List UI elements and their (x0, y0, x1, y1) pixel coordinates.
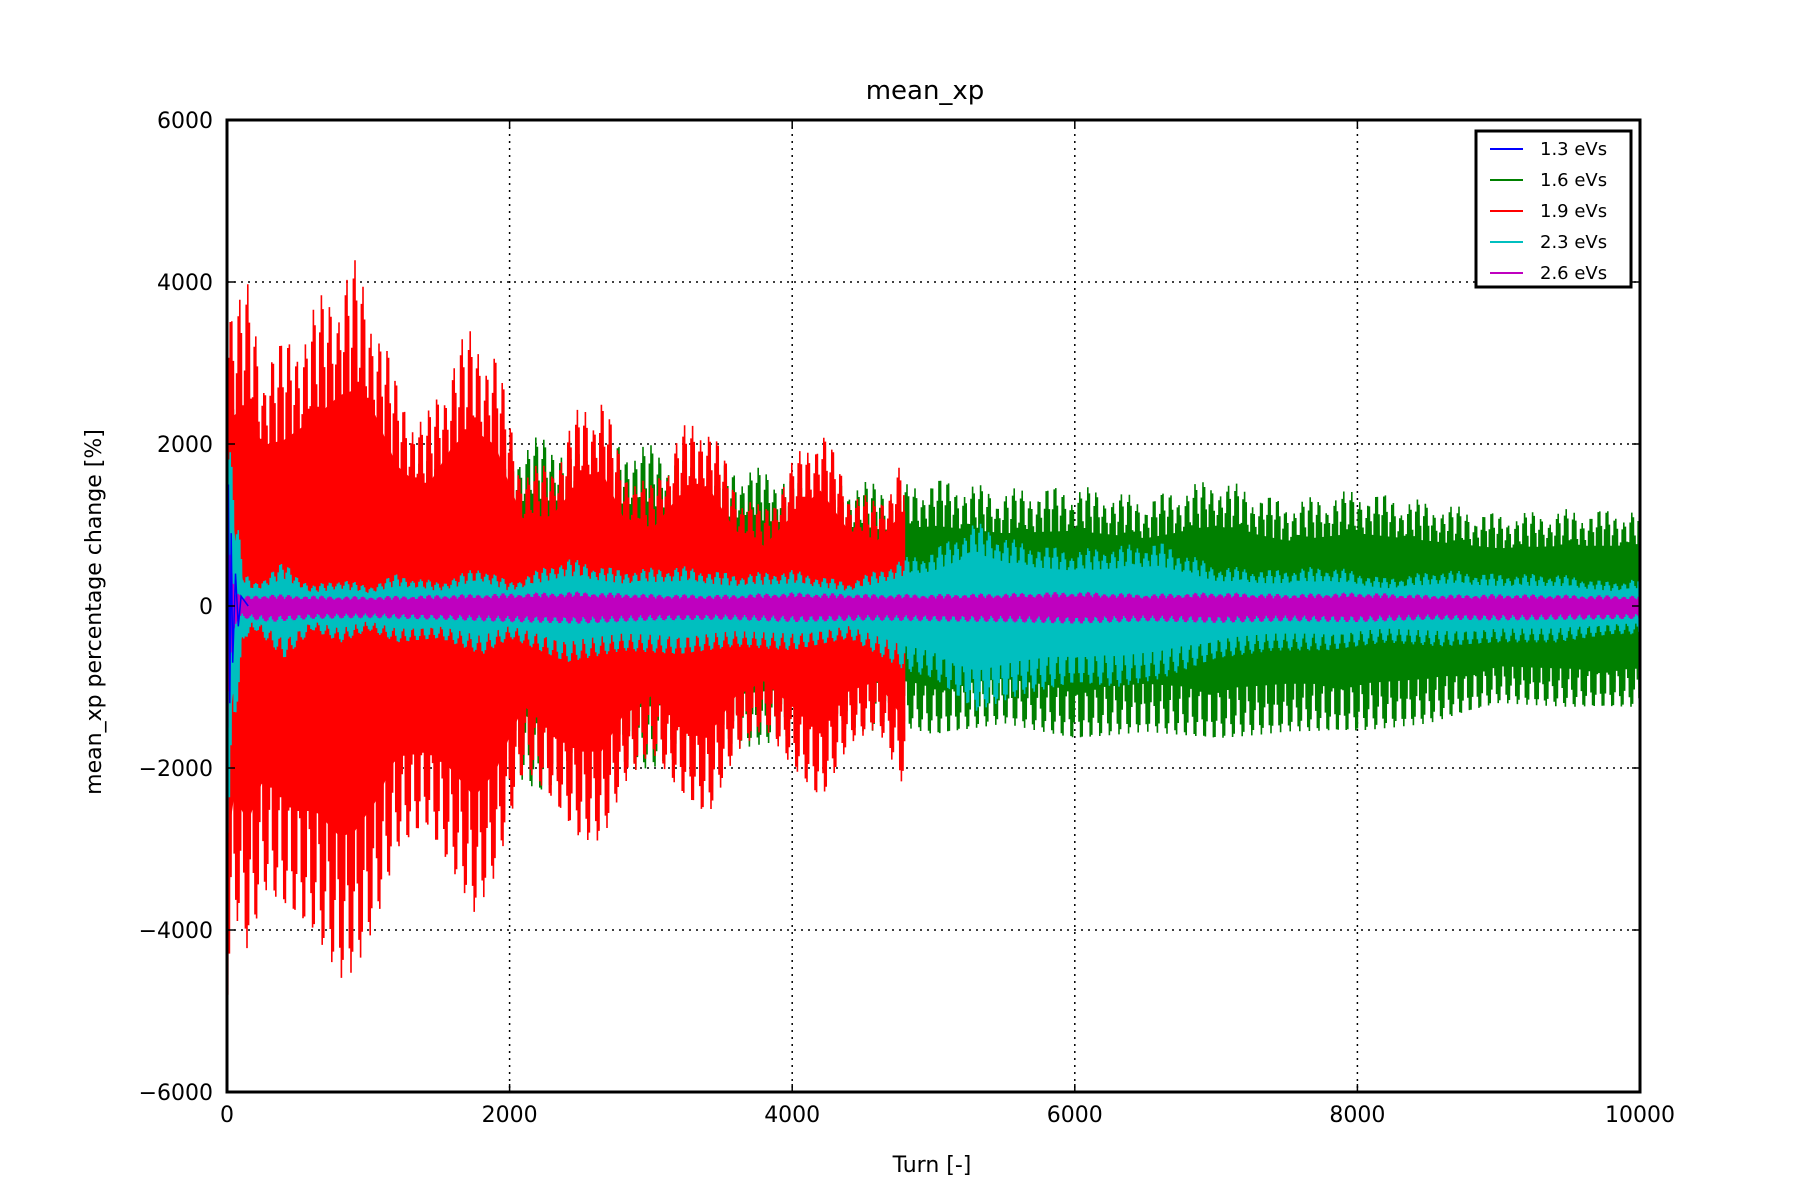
x-tick-label: 10000 (1605, 1103, 1675, 1128)
x-tick-label: 2000 (482, 1103, 538, 1128)
x-axis-label: Turn [-] (892, 1153, 972, 1178)
legend-label: 1.9 eVs (1540, 201, 1607, 222)
y-axis-label: mean_xp percentage change [%] (82, 429, 107, 795)
x-tick-label: 6000 (1047, 1103, 1103, 1128)
x-tick-label: 8000 (1329, 1103, 1385, 1128)
legend: 1.3 eVs 1.6 eVs 1.9 eVs 2.3 eVs 2.6 eVs (1474, 129, 1633, 289)
y-tick-label: 0 (199, 595, 213, 620)
legend-label: 2.6 eVs (1540, 263, 1607, 284)
legend-label: 1.6 eVs (1540, 170, 1607, 191)
x-tick-label: 0 (220, 1103, 234, 1128)
legend-label: 2.3 eVs (1540, 232, 1607, 253)
ticks: 0 2000 4000 6000 8000 10000 −6000 −4000 −2000 0 20… (139, 109, 1675, 1128)
y-tick-label: 4000 (157, 271, 213, 296)
y-tick-label: 6000 (157, 109, 213, 134)
chart-title: mean_xp (866, 76, 985, 106)
y-tick-label: −4000 (139, 919, 213, 944)
x-tick-label: 4000 (764, 1103, 820, 1128)
series-2-6-evs-band (227, 530, 1640, 682)
legend-box (1474, 129, 1633, 289)
series-layer (226, 260, 1642, 995)
legend-label: 1.3 eVs (1540, 139, 1607, 160)
y-tick-label: −2000 (139, 757, 213, 782)
y-tick-label: 2000 (157, 433, 213, 458)
series-1-3-evs-line (226, 484, 249, 704)
y-tick-label: −6000 (139, 1081, 213, 1106)
